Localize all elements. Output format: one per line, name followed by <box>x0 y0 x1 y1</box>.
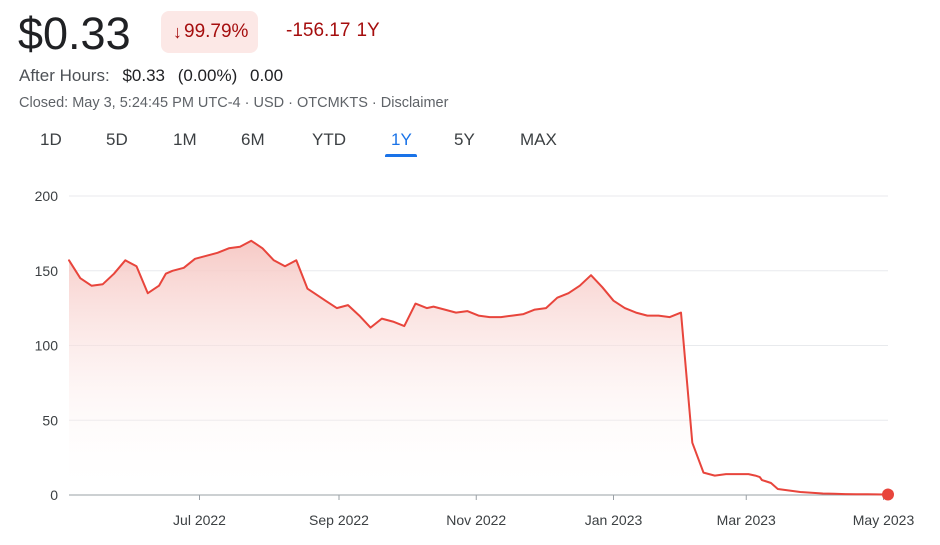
end-marker-group <box>882 488 894 501</box>
x-tick-label: Jul 2022 <box>173 512 226 528</box>
y-tick-label: 200 <box>35 188 59 204</box>
x-tick-label: May 2023 <box>853 512 915 528</box>
x-tick-label: Sep 2022 <box>309 512 369 528</box>
tab-5y[interactable]: 5Y <box>454 130 475 149</box>
change-summary: -156.17 1Y <box>286 20 380 42</box>
after-hours-percent: (0.00%) <box>177 66 238 85</box>
after-hours-change: 0.00 <box>249 66 284 85</box>
price-chart[interactable]: Jul 2022 Sep 2022 Nov 2022 Jan 2023 Mar 2023… <box>0 170 940 545</box>
change-period: 1Y <box>356 20 380 41</box>
y-tick-label: 0 <box>50 487 58 503</box>
percent-change-badge: ↓ 99.79% <box>161 11 259 53</box>
arrow-down-icon: ↓ <box>173 21 182 42</box>
y-tick-label: 150 <box>35 263 59 279</box>
tab-1y[interactable]: 1Y <box>391 130 412 149</box>
x-tick-label: Nov 2022 <box>446 512 506 528</box>
current-price: $0.33 <box>18 8 131 59</box>
tab-5d[interactable]: 5D <box>106 130 128 149</box>
tab-1m[interactable]: 1M <box>173 130 197 149</box>
y-axis: 0 50 100 150 200 <box>35 188 59 503</box>
after-hours-price: $0.33 <box>122 66 165 85</box>
tab-ytd[interactable]: YTD <box>312 130 346 149</box>
tab-6m[interactable]: 6M <box>241 130 265 149</box>
price-line <box>68 239 889 496</box>
after-hours-row: After Hours: $0.33 (0.00%) 0.00 <box>19 66 291 86</box>
y-tick-label: 100 <box>35 338 59 354</box>
change-value: -156.17 <box>286 20 351 41</box>
active-tab-indicator <box>385 154 417 157</box>
x-axis: Jul 2022 Sep 2022 Nov 2022 Jan 2023 Mar 2023… <box>173 495 914 528</box>
after-hours-label: After Hours: <box>19 66 110 85</box>
market-status-line: Closed: May 3, 5:24:45 PM UTC-4 · USD · … <box>19 95 449 111</box>
last-price-marker <box>882 488 894 501</box>
y-tick-label: 50 <box>42 412 58 428</box>
price-area-fill <box>69 240 888 495</box>
price-line-group <box>68 239 889 496</box>
percent-change-value: 99.79% <box>184 21 249 42</box>
tab-1d[interactable]: 1D <box>40 130 62 149</box>
price-area <box>69 240 888 495</box>
x-tick-label: Mar 2023 <box>717 512 776 528</box>
x-tick-label: Jan 2023 <box>585 512 643 528</box>
tab-max[interactable]: MAX <box>520 130 557 149</box>
